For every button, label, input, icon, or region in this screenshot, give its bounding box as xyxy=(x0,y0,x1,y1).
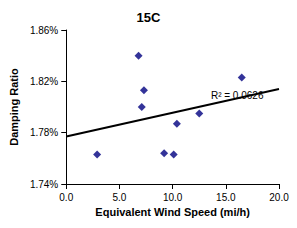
svg-text:1.82%: 1.82% xyxy=(30,76,58,87)
svg-text:Damping Ratio: Damping Ratio xyxy=(8,68,20,146)
svg-text:10.0: 10.0 xyxy=(163,192,183,203)
svg-text:1.78%: 1.78% xyxy=(30,127,58,138)
svg-text:1.74%: 1.74% xyxy=(30,179,58,190)
svg-text:15C: 15C xyxy=(137,10,161,25)
svg-text:0.0: 0.0 xyxy=(59,192,73,203)
svg-text:5.0: 5.0 xyxy=(112,192,126,203)
svg-text:20.0: 20.0 xyxy=(269,192,289,203)
svg-text:15.0: 15.0 xyxy=(216,192,236,203)
svg-text:Equivalent Wind Speed (mi/h): Equivalent Wind Speed (mi/h) xyxy=(95,206,250,218)
svg-text:R² = 0.0626: R² = 0.0626 xyxy=(210,89,264,101)
svg-text:1.86%: 1.86% xyxy=(30,25,58,36)
